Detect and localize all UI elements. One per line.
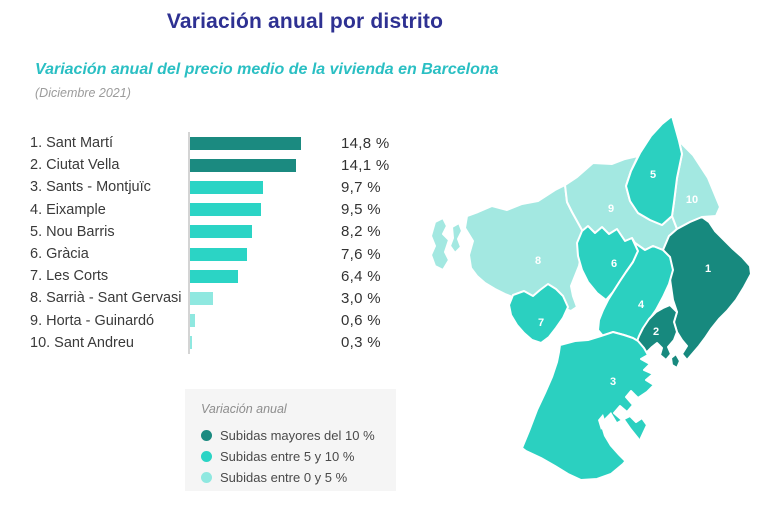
district-value: 14,8 % (341, 134, 390, 152)
legend-item-label: Subidas entre 0 y 5 % (220, 470, 348, 485)
district-row: 9. Horta - Guinardó 0,6 % (30, 309, 405, 332)
district-value: 6,4 % (341, 267, 381, 285)
legend-item: Subidas mayores del 10 % (201, 425, 380, 446)
map-district-number: 8 (535, 255, 541, 267)
district-row: 8. Sarrià - Sant Gervasi 3,0 % (30, 287, 405, 310)
map-district-number: 1 (705, 263, 711, 275)
bar-track (188, 309, 328, 332)
map-district-number: 4 (638, 299, 645, 311)
map-exclave-west (449, 222, 463, 254)
legend-color-dot (201, 451, 212, 462)
map-district-number: 5 (650, 169, 656, 181)
legend-item-label: Subidas mayores del 10 % (220, 428, 375, 443)
bar-track (188, 265, 328, 288)
bar-track (188, 331, 328, 354)
district-row: 10. Sant Andreu 0,3 % (30, 331, 405, 354)
district-label: 9. Horta - Guinardó (30, 312, 155, 329)
bar (190, 180, 263, 194)
district-value: 14,1 % (341, 156, 390, 174)
map-district-number: 9 (608, 203, 614, 215)
legend-item: Subidas entre 0 y 5 % (201, 467, 380, 488)
bar (190, 225, 252, 239)
legend-item: Subidas entre 5 y 10 % (201, 446, 380, 467)
district-row: 6. Gràcia 7,6 % (30, 242, 405, 266)
district-value: 8,2 % (341, 223, 381, 241)
map-district-1 (662, 216, 752, 361)
bar-track (188, 242, 328, 266)
district-row: 2. Ciutat Vella 14,1 % (30, 154, 405, 177)
district-label: 5. Nou Barris (30, 223, 115, 240)
map-marina-blob (670, 353, 681, 369)
district-value: 3,0 % (341, 289, 381, 307)
district-row: 5. Nou Barris 8,2 % (30, 220, 405, 243)
district-value: 7,6 % (341, 245, 381, 263)
map-district-number: 6 (611, 258, 617, 270)
barcelona-district-map: 1 2 3 4 5 6 7 8 9 10 (425, 100, 768, 507)
bar-track (188, 176, 328, 199)
district-value: 9,7 % (341, 178, 381, 196)
district-row: 7. Les Corts 6,4 % (30, 265, 405, 288)
legend-item-label: Subidas entre 5 y 10 % (220, 449, 355, 464)
bar (190, 203, 262, 217)
district-value: 0,3 % (341, 334, 381, 352)
bar (190, 269, 238, 283)
bar (190, 291, 213, 305)
district-label: 8. Sarrià - Sant Gervasi (30, 290, 182, 307)
chart-period: (Diciembre 2021) (35, 86, 131, 100)
district-bar-chart: 1. Sant Martí 14,8 % 2. Ciutat Vella 14,1 %… (30, 132, 405, 354)
district-label: 4. Eixample (30, 201, 106, 218)
bar (190, 314, 195, 328)
bar (190, 158, 296, 172)
district-label: 3. Sants - Montjuïc (30, 179, 151, 196)
bar-track (188, 220, 328, 243)
bar (190, 247, 247, 261)
legend-color-dot (201, 430, 212, 441)
legend-color-dot (201, 472, 212, 483)
map-district-7 (508, 283, 569, 344)
map-district-5 (625, 115, 683, 226)
legend: Variación anual Subidas mayores del 10 %… (185, 389, 396, 491)
district-label: 10. Sant Andreu (30, 334, 134, 351)
district-label: 1. Sant Martí (30, 135, 114, 152)
bar-track (188, 154, 328, 177)
map-district-number: 10 (686, 194, 698, 206)
bar-track (188, 198, 328, 221)
map-district-number: 7 (538, 317, 544, 329)
district-row: 1. Sant Martí 14,8 % (30, 132, 405, 155)
bar-track (188, 132, 328, 155)
chart-subtitle: Variación anual del precio medio de la v… (35, 61, 499, 78)
legend-title: Variación anual (201, 402, 287, 416)
district-label: 6. Gràcia (30, 246, 89, 263)
page-title: Variación anual por distrito (166, 10, 444, 33)
bar (190, 136, 301, 150)
district-value: 9,5 % (341, 201, 381, 219)
map-district-number: 2 (653, 326, 659, 338)
district-label: 2. Ciutat Vella (30, 157, 120, 174)
district-value: 0,6 % (341, 312, 381, 330)
map-port-notch (598, 414, 606, 430)
bar (190, 336, 193, 350)
district-label: 7. Les Corts (30, 268, 109, 285)
bar-track (188, 287, 328, 310)
map-exclave-west (430, 217, 450, 271)
district-row: 3. Sants - Montjuïc 9,7 % (30, 176, 405, 199)
map-district-2 (635, 304, 678, 361)
district-row: 4. Eixample 9,5 % (30, 198, 405, 221)
map-district-number: 3 (610, 376, 616, 388)
map-port-notch (601, 412, 643, 462)
